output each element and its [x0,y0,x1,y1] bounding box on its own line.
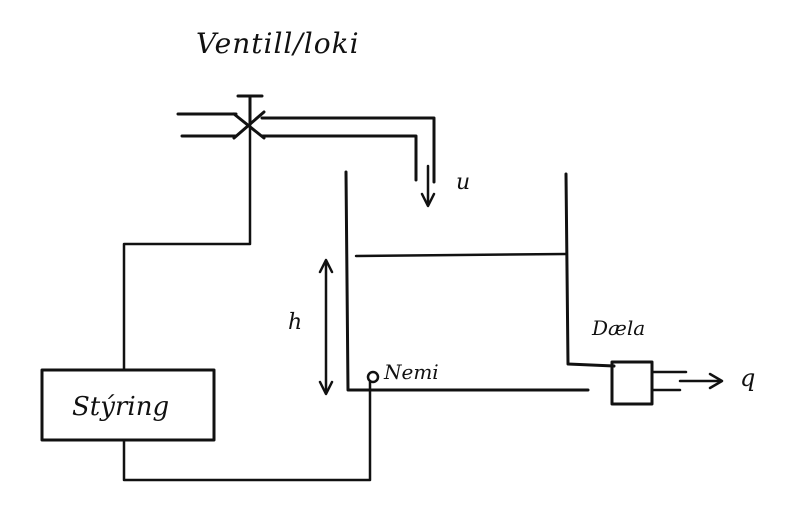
liquid-surface [354,252,568,258]
pump-box [610,360,654,406]
outflow-label: q [740,364,756,392]
control-signal-wire [122,122,252,372]
inflow-label: u [456,170,471,195]
outflow-pipe [650,370,724,392]
inflow-arrow [420,164,436,208]
sensor-label: Nemi [384,360,439,384]
inlet-pipe [176,112,238,138]
controller-box [40,368,216,442]
sensor-symbol [366,370,380,384]
controller-label: Stýring [72,392,170,422]
level-label: h [288,310,303,335]
outlet-pipe [260,116,436,184]
tank [344,170,616,392]
measurement-wire [122,380,372,482]
level-arrow [318,258,334,396]
valve-label: Ventill/loki [196,27,360,60]
pump-label: Dæla [592,316,646,340]
